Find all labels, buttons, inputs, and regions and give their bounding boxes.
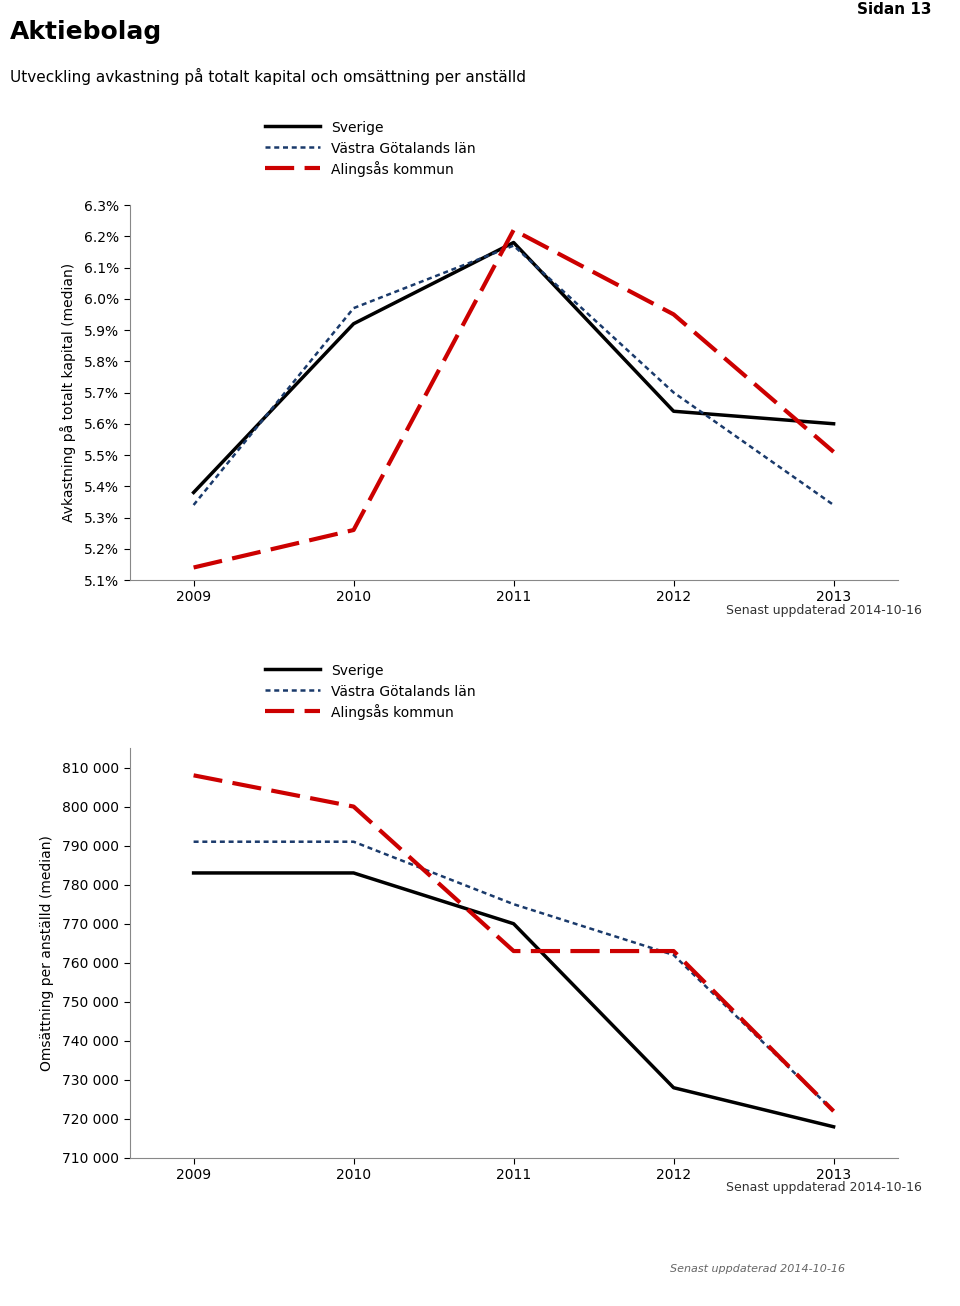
Text: Senast uppdaterad 2014-10-16: Senast uppdaterad 2014-10-16 [670, 1264, 845, 1275]
Text: Sidan 13: Sidan 13 [856, 3, 931, 17]
Text: Senast uppdaterad 2014-10-16: Senast uppdaterad 2014-10-16 [726, 605, 922, 618]
Text: Senast uppdaterad 2014-10-16: Senast uppdaterad 2014-10-16 [726, 1182, 922, 1195]
Legend: Sverige, Västra Götalands län, Alingsås kommun: Sverige, Västra Götalands län, Alingsås … [259, 115, 482, 183]
Text: Aktiebolag: Aktiebolag [10, 20, 162, 44]
Y-axis label: Omsättning per anställd (median): Omsättning per anställd (median) [39, 835, 54, 1071]
Legend: Sverige, Västra Götalands län, Alingsås kommun: Sverige, Västra Götalands län, Alingsås … [259, 658, 482, 726]
Text: Utveckling avkastning på totalt kapital och omsättning per anställd: Utveckling avkastning på totalt kapital … [10, 68, 526, 85]
Y-axis label: Avkastning på totalt kapital (median): Avkastning på totalt kapital (median) [60, 263, 76, 522]
